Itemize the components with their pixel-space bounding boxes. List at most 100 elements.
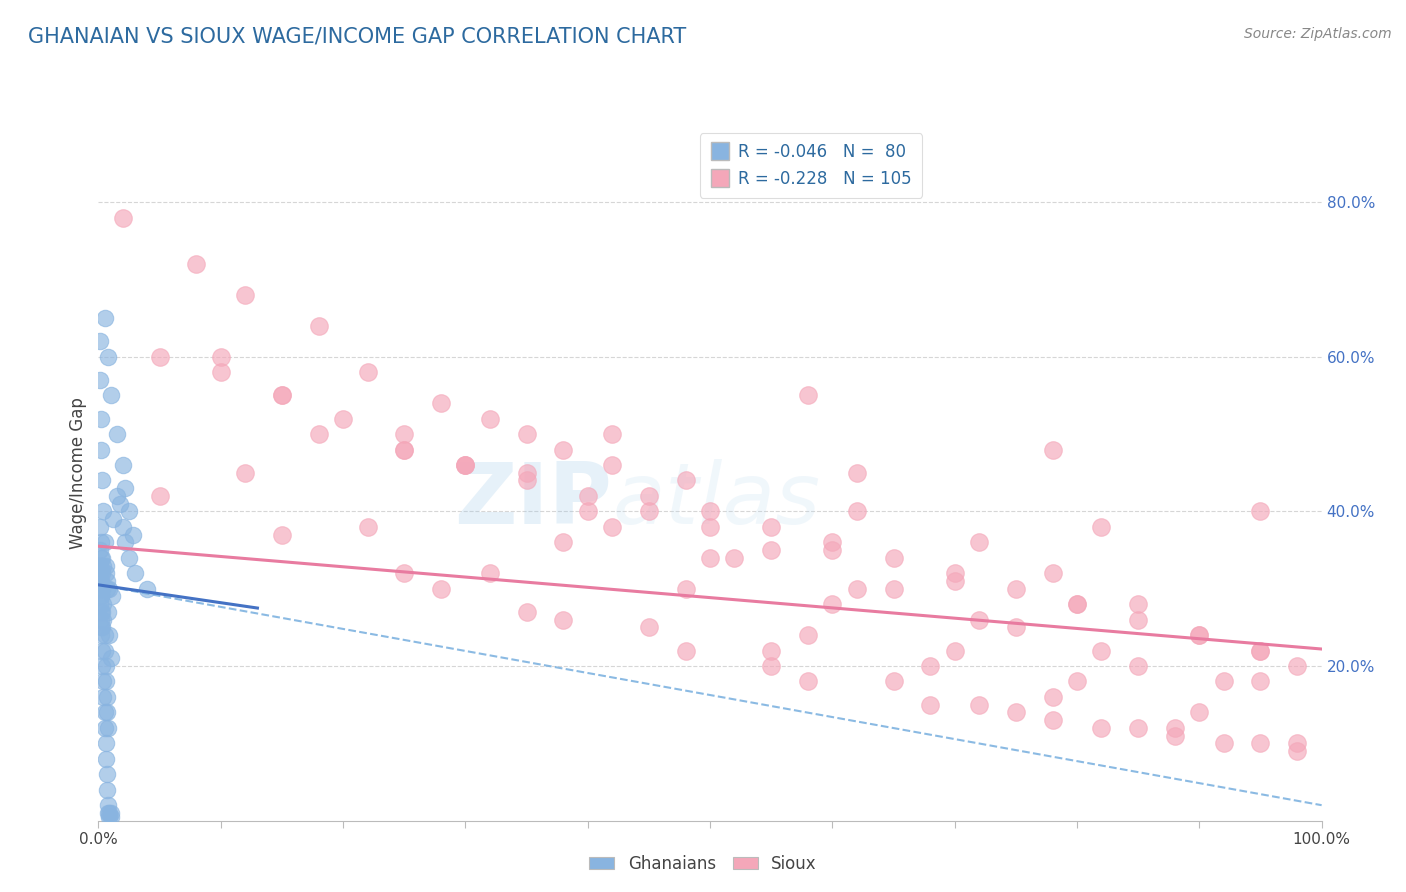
Point [1042,713,1064,727]
Point [576,489,599,503]
Point [1128,597,1150,611]
Point [478,411,501,425]
Point [1042,442,1064,457]
Point [89,574,111,588]
Point [1188,628,1211,642]
Point [111,458,134,472]
Point [1249,674,1271,689]
Point [1090,520,1112,534]
Text: Source: ZipAtlas.com: Source: ZipAtlas.com [1244,27,1392,41]
Point [91,620,114,634]
Point [821,535,844,549]
Point [96,574,118,588]
Point [1090,643,1112,657]
Point [308,318,330,333]
Point [1004,620,1026,634]
Point [114,481,136,495]
Point [845,504,868,518]
Point [111,211,134,225]
Point [90,411,112,425]
Point [97,805,120,820]
Point [89,582,111,596]
Point [97,798,120,813]
Point [93,535,115,549]
Point [699,520,721,534]
Point [821,543,844,558]
Point [1128,721,1150,735]
Point [430,396,453,410]
Point [392,442,416,457]
Point [1164,729,1187,743]
Text: GHANAIAN VS SIOUX WAGE/INCOME GAP CORRELATION CHART: GHANAIAN VS SIOUX WAGE/INCOME GAP CORREL… [28,27,686,46]
Point [920,698,942,712]
Point [90,613,112,627]
Point [356,365,378,379]
Point [515,466,537,480]
Point [105,427,128,442]
Point [186,257,208,271]
Point [97,605,120,619]
Point [943,574,966,588]
Point [478,566,501,581]
Point [675,474,697,488]
Point [98,628,121,642]
Point [967,535,990,549]
Point [96,782,118,797]
Point [91,550,114,565]
Point [1212,674,1234,689]
Point [118,504,141,518]
Point [91,605,114,619]
Point [89,373,111,387]
Point [308,427,330,442]
Point [392,442,416,457]
Point [1066,597,1088,611]
Point [91,613,114,627]
Point [1286,659,1309,673]
Point [105,489,128,503]
Point [454,458,477,472]
Point [91,504,114,518]
Point [1042,690,1064,704]
Point [1286,744,1309,758]
Point [93,706,115,720]
Point [1066,674,1088,689]
Point [96,582,118,596]
Text: atlas: atlas [612,459,820,542]
Point [1164,721,1187,735]
Point [89,597,111,611]
Point [90,535,112,549]
Point [270,388,294,402]
Point [91,659,114,673]
Point [967,698,990,712]
Point [93,643,115,657]
Point [392,427,416,442]
Point [91,597,114,611]
Point [553,613,575,627]
Point [553,535,575,549]
Point [675,643,697,657]
Point [91,690,114,704]
Point [600,520,623,534]
Point [91,558,114,573]
Point [576,504,599,518]
Point [515,427,537,442]
Point [89,558,111,573]
Point [797,674,820,689]
Point [89,566,111,581]
Point [1249,643,1271,657]
Point [97,721,120,735]
Point [1128,613,1150,627]
Point [675,582,697,596]
Point [1286,736,1309,750]
Point [1004,582,1026,596]
Point [1188,706,1211,720]
Point [94,566,117,581]
Point [96,690,118,704]
Point [761,520,783,534]
Point [90,628,112,642]
Legend: Ghanaians, Sioux: Ghanaians, Sioux [583,848,823,880]
Point [1188,628,1211,642]
Point [89,520,111,534]
Point [110,497,132,511]
Point [94,674,117,689]
